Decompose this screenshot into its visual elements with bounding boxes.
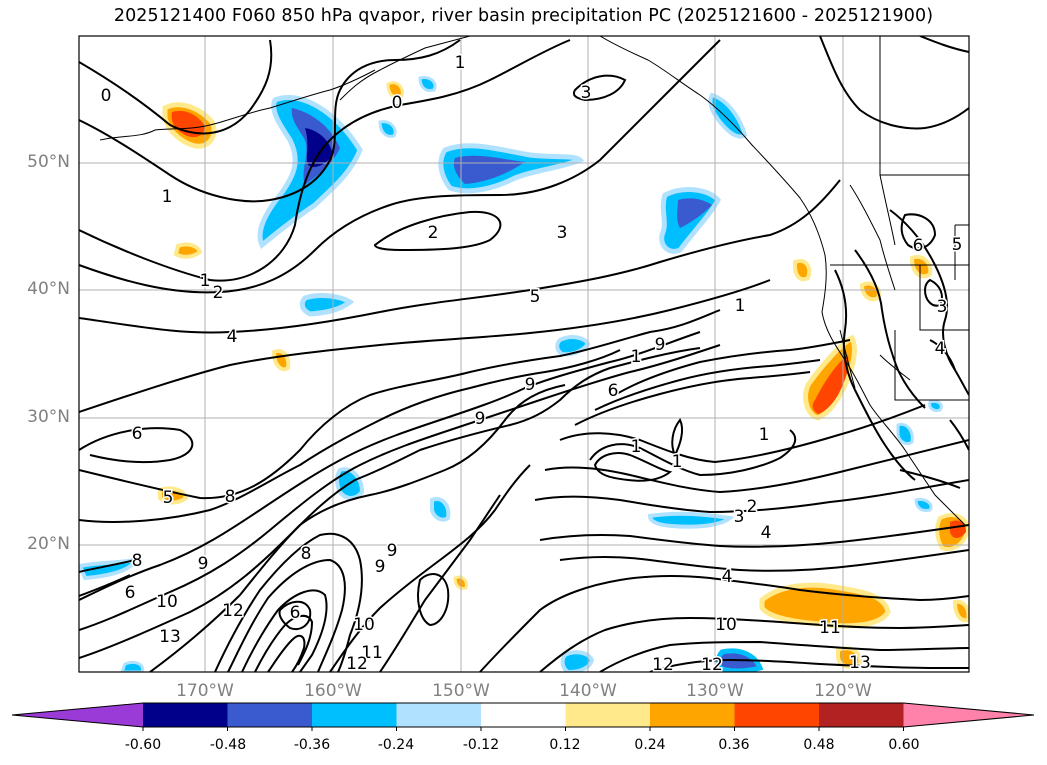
- contour-label: 8: [301, 544, 312, 564]
- map-title: 2025121400 F060 850 hPa qvapor, river ba…: [113, 6, 934, 26]
- colorbar-tick-label: 0.36: [718, 737, 750, 753]
- contour-label: 13: [159, 627, 181, 647]
- contour-label: 8: [225, 487, 236, 507]
- contour-label: 0: [101, 86, 112, 106]
- contour-label: 1: [200, 271, 211, 291]
- colorbar-tick-label: -0.24: [377, 737, 415, 753]
- contour-label: 9: [375, 557, 386, 577]
- contour-label: 5: [530, 287, 541, 307]
- contour-label: 10: [715, 615, 737, 635]
- colorbar-tick-label: 0.60: [888, 737, 920, 753]
- lon-label-170w: 170°W: [176, 681, 234, 701]
- contour-label: 3: [937, 297, 948, 317]
- contour-label: 11: [361, 643, 383, 663]
- colorbar-tick-label: 0.48: [803, 737, 835, 753]
- lat-label-50n: 50°N: [27, 152, 70, 172]
- contour-label: 13: [849, 653, 871, 673]
- contour-label: 1: [631, 347, 642, 367]
- contour-label: 1: [162, 187, 173, 207]
- contour-label: 12: [652, 655, 674, 675]
- colorbar-segment: [565, 703, 651, 727]
- coastlines: [99, 36, 969, 526]
- colorbar-tick-label: -0.60: [124, 737, 162, 753]
- colorbar-tick-label: -0.36: [293, 737, 331, 753]
- colorbar-segment: [396, 703, 482, 727]
- colorbar-tick-label: 0.12: [549, 737, 581, 753]
- contour-label: 5: [163, 488, 174, 508]
- lon-label-160w: 160°W: [304, 681, 362, 701]
- contour-label: 6: [132, 424, 143, 444]
- contour-label: 12: [222, 601, 244, 621]
- contour-label: 4: [722, 567, 733, 587]
- colorbar-segment: [227, 703, 313, 727]
- colorbar-extend-min: [12, 703, 143, 727]
- colorbar-tick-label: -0.48: [209, 737, 247, 753]
- colorbar-segment: [650, 703, 735, 727]
- graticule: [79, 36, 969, 672]
- contour-label: 3: [734, 507, 745, 527]
- contour-label: 9: [387, 541, 398, 561]
- colorbar-extend-max: [903, 703, 1034, 727]
- lat-label-20n: 20°N: [27, 534, 70, 554]
- colorbar: [11, 702, 1035, 731]
- colorbar-segment: [734, 703, 820, 727]
- map-frame: [78, 35, 970, 673]
- contour-label: 6: [608, 381, 619, 401]
- contour-label: 8: [132, 551, 143, 571]
- colorbar-segment: [819, 703, 904, 727]
- contour-label: 6: [290, 603, 301, 623]
- contour-label: 0: [392, 93, 403, 113]
- lat-label-40n: 40°N: [27, 279, 70, 299]
- colorbar-segment: [312, 703, 397, 727]
- contour-label: 2: [428, 223, 439, 243]
- contour-label: 2: [213, 283, 224, 303]
- contour-label: 5: [952, 235, 963, 255]
- contour-label: 4: [935, 339, 946, 359]
- contour-label: 3: [557, 223, 568, 243]
- contour-label: 1: [631, 437, 642, 457]
- contour-label: 2: [747, 497, 758, 517]
- lat-label-30n: 30°N: [27, 407, 70, 427]
- colorbar-segment: [481, 703, 566, 727]
- contour-label: 9: [655, 335, 666, 355]
- contour-label: 6: [125, 583, 136, 603]
- lon-label-120w: 120°W: [814, 681, 872, 701]
- colorbar-tick-label: -0.12: [462, 737, 500, 753]
- contour-label: 9: [475, 409, 486, 429]
- contour-label: 1: [735, 296, 746, 316]
- lon-label-140w: 140°W: [559, 681, 617, 701]
- contour-label: 4: [227, 327, 238, 347]
- colorbar-segment: [143, 703, 228, 727]
- contour-label: 1: [455, 53, 466, 73]
- contour-label: 9: [525, 375, 536, 395]
- contour-label: 11: [819, 618, 841, 638]
- colorbar-tick-label: 0.24: [634, 737, 666, 753]
- contour-label: 12: [346, 654, 368, 674]
- lon-label-130w: 130°W: [686, 681, 744, 701]
- contour-label: 1: [759, 425, 770, 445]
- contour-label: 6: [913, 236, 924, 256]
- contour-label: 1: [672, 452, 683, 472]
- lon-label-150w: 150°W: [432, 681, 490, 701]
- contour-label: 10: [353, 615, 375, 635]
- contour-label: 12: [701, 655, 723, 675]
- contour-label: 9: [198, 554, 209, 574]
- contour-label: 10: [156, 592, 178, 612]
- contour-label: 3: [581, 83, 592, 103]
- qvapor-contours: [79, 36, 969, 672]
- contour-label: 4: [761, 523, 772, 543]
